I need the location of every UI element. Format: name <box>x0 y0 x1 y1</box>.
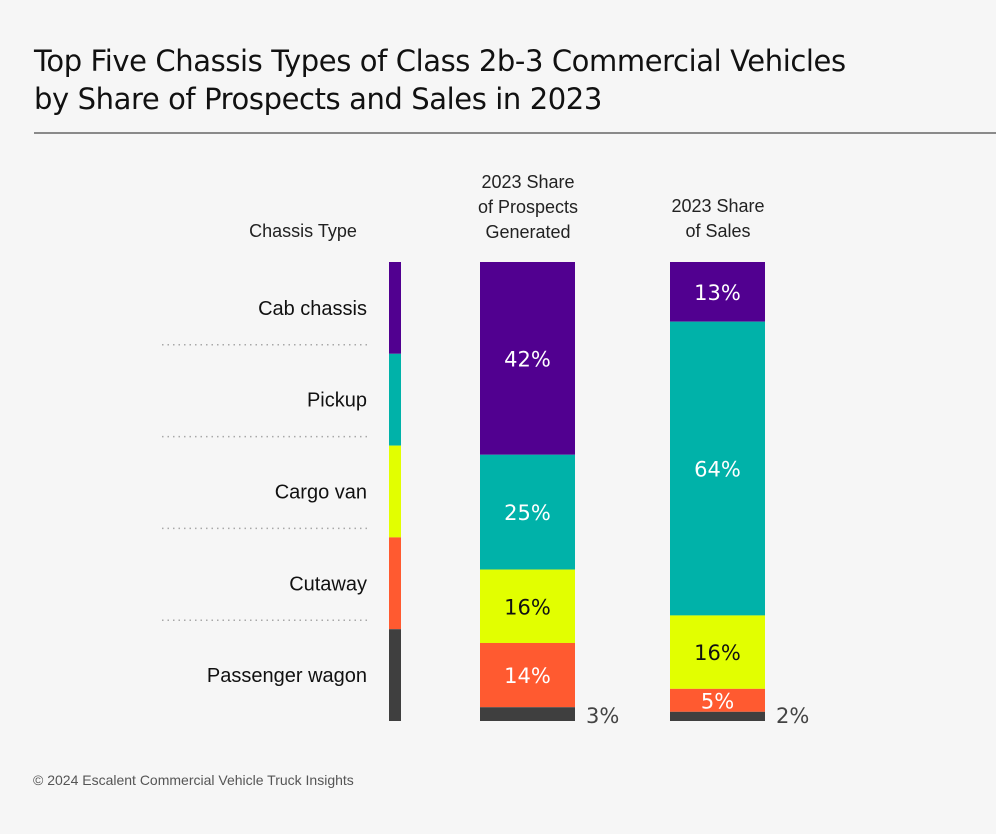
data-label-cargo-van: 16% <box>694 641 741 665</box>
title-line-1: Top Five Chassis Types of Class 2b-3 Com… <box>34 44 846 78</box>
sales-header-line-2: of Sales <box>685 221 751 241</box>
legend-swatch-pickup <box>389 353 401 446</box>
bar-segment-cutaway <box>480 642 575 708</box>
category-label-cab-chassis: Cab chassis <box>258 298 367 320</box>
chart-title: Top Five Chassis Types of Class 2b-3 Com… <box>34 42 846 118</box>
data-label-pickup: 25% <box>504 501 551 525</box>
data-label-cab-chassis: 13% <box>694 281 741 305</box>
chassis-type-header: Chassis Type <box>218 219 388 244</box>
bar-segment-cab-chassis <box>670 262 765 322</box>
data-label-cab-chassis: 42% <box>504 347 551 371</box>
category-label-cargo-van: Cargo van <box>275 482 367 504</box>
data-label-pickup: 64% <box>694 458 741 482</box>
legend-swatch-cutaway <box>389 537 401 630</box>
category-label-pickup: Pickup <box>307 390 367 412</box>
bar-segment-pickup <box>670 321 765 616</box>
title-divider <box>34 132 996 134</box>
category-label-cutaway: Cutaway <box>289 573 367 595</box>
legend-swatch-cab-chassis <box>389 262 401 354</box>
data-label-passenger-wagon: 2% <box>776 704 809 728</box>
bar-segment-cargo-van <box>480 569 575 643</box>
legend-swatch-passenger-wagon <box>389 629 401 721</box>
bar-segment-cutaway <box>670 688 765 712</box>
prospects-header-line-2: of Prospects <box>477 197 579 217</box>
legend-swatch-cargo-van <box>389 445 401 538</box>
sales-header: 2023 Share of Sales <box>638 194 798 244</box>
bar-segment-passenger-wagon <box>480 707 575 721</box>
chassis-type-header-text: Chassis Type <box>249 221 357 241</box>
data-label-cutaway: 14% <box>504 664 551 688</box>
bar-segment-pickup <box>480 454 575 570</box>
title-line-2: by Share of Prospects and Sales in 2023 <box>34 82 602 116</box>
data-label-cargo-van: 16% <box>504 595 551 619</box>
category-label-passenger-wagon: Passenger wagon <box>207 665 367 687</box>
bar-segment-cargo-van <box>670 615 765 689</box>
prospects-header-line-1: 2023 Share <box>481 172 575 192</box>
prospects-header: 2023 Share of Prospects Generated <box>448 170 608 245</box>
copyright-footer: © 2024 Escalent Commercial Vehicle Truck… <box>33 772 354 788</box>
prospects-header-line-3: Generated <box>485 222 571 242</box>
data-label-passenger-wagon: 3% <box>586 704 619 728</box>
bar-segment-passenger-wagon <box>670 711 765 721</box>
data-label-cutaway: 5% <box>701 689 734 713</box>
bar-segment-cab-chassis <box>480 262 575 455</box>
sales-header-line-1: 2023 Share <box>671 196 765 216</box>
